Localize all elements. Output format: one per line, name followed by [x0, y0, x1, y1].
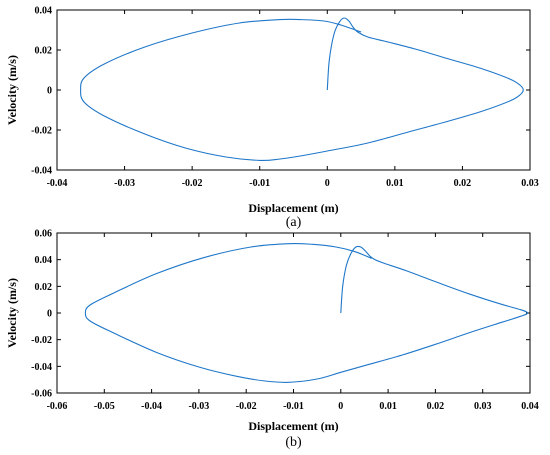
chart-b-y-tick-label: 0.06: [35, 229, 53, 240]
chart-b-x-tick-label: -0.02: [236, 401, 257, 412]
chart-b-y-tick-label: -0.02: [31, 335, 52, 346]
chart-a-y-axis-label: Velocity (m/s): [5, 55, 19, 125]
chart-b-y-tick-label: 0.02: [35, 282, 53, 293]
chart-a-x-ticks: -0.04 -0.03 -0.02 -0.01 0 0.01 0.02 0.03: [47, 10, 539, 189]
chart-b-x-tick-label: 0.04: [521, 401, 539, 412]
chart-b-plot-frame: [56, 232, 531, 394]
chart-b-x-tick-label: 0.03: [474, 401, 492, 412]
chart-b-caption: (b): [285, 435, 302, 450]
chart-b-x-tick-label: 0.02: [427, 401, 445, 412]
chart-b-y-tick-label: -0.04: [31, 362, 52, 373]
chart-a-caption: (a): [286, 215, 302, 230]
chart-b-x-tick-label: 0: [338, 401, 343, 412]
chart-b-x-axis-label: Displacement (m): [248, 419, 338, 433]
chart-b-x-tick-label: -0.01: [283, 401, 304, 412]
chart-a-y-tick-label: 0: [47, 86, 52, 97]
chart-a-y-tick-label: -0.02: [31, 126, 52, 137]
chart-a-x-tick-label: 0.02: [454, 178, 472, 189]
chart-a-phase-trajectory-line: [80, 17, 524, 162]
chart-a-x-tick-label: 0.01: [386, 178, 404, 189]
chart-b-y-axis-label: Velocity (m/s): [5, 278, 19, 348]
chart-a-plot-frame: [56, 9, 531, 171]
chart-a-x-axis-label: Displacement (m): [248, 201, 338, 215]
chart-b-y-tick-label: -0.06: [31, 389, 52, 400]
chart-b-y-ticks: -0.06 -0.04 -0.02 0 0.02 0.04 0.06: [31, 229, 530, 400]
chart-a-y-tick-label: 0.02: [35, 46, 53, 57]
chart-b-x-tick-label: -0.04: [141, 401, 162, 412]
chart-b: -0.06 -0.05 -0.04 -0.03 -0.02 -0.01 0 0.01 0.02 0…: [5, 229, 539, 451]
chart-a-x-tick-label: 0.03: [521, 178, 539, 189]
chart-b-x-tick-label: 0.01: [379, 401, 397, 412]
chart-a-x-tick-label: -0.04: [47, 178, 68, 189]
chart-a-series: [80, 17, 524, 162]
chart-a-x-tick-label: -0.02: [182, 178, 203, 189]
chart-b-x-tick-label: -0.03: [188, 401, 209, 412]
chart-a-x-tick-label: -0.03: [114, 178, 135, 189]
chart-b-phase-trajectory-line: [84, 242, 529, 383]
chart-b-x-ticks: -0.06 -0.05 -0.04 -0.03 -0.02 -0.01 0 0.01 0.02 0…: [47, 233, 539, 412]
chart-b-series: [84, 242, 529, 383]
chart-b-x-tick-label: -0.06: [47, 401, 68, 412]
chart-b-y-tick-label: 0: [47, 309, 52, 320]
chart-a-x-tick-label: 0: [325, 178, 330, 189]
chart-a-y-tick-label: -0.04: [31, 166, 52, 177]
chart-a-y-ticks: -0.04 -0.02 0 0.02 0.04: [31, 6, 530, 177]
chart-a: -0.04 -0.03 -0.02 -0.01 0 0.01 0.02 0.03 -0.04-…: [5, 6, 539, 231]
chart-a-y-tick-label: 0.04: [35, 6, 53, 17]
chart-b-x-tick-label: -0.05: [94, 401, 115, 412]
chart-b-y-tick-label: 0.04: [35, 255, 53, 266]
chart-a-x-tick-label: -0.01: [249, 178, 270, 189]
